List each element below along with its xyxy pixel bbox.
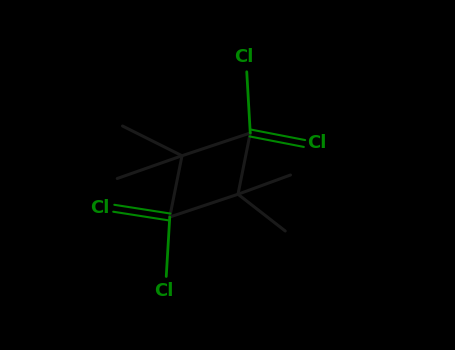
Text: Cl: Cl xyxy=(307,134,327,153)
Text: Cl: Cl xyxy=(90,199,110,217)
Text: Cl: Cl xyxy=(154,282,173,300)
Text: Cl: Cl xyxy=(234,49,253,66)
